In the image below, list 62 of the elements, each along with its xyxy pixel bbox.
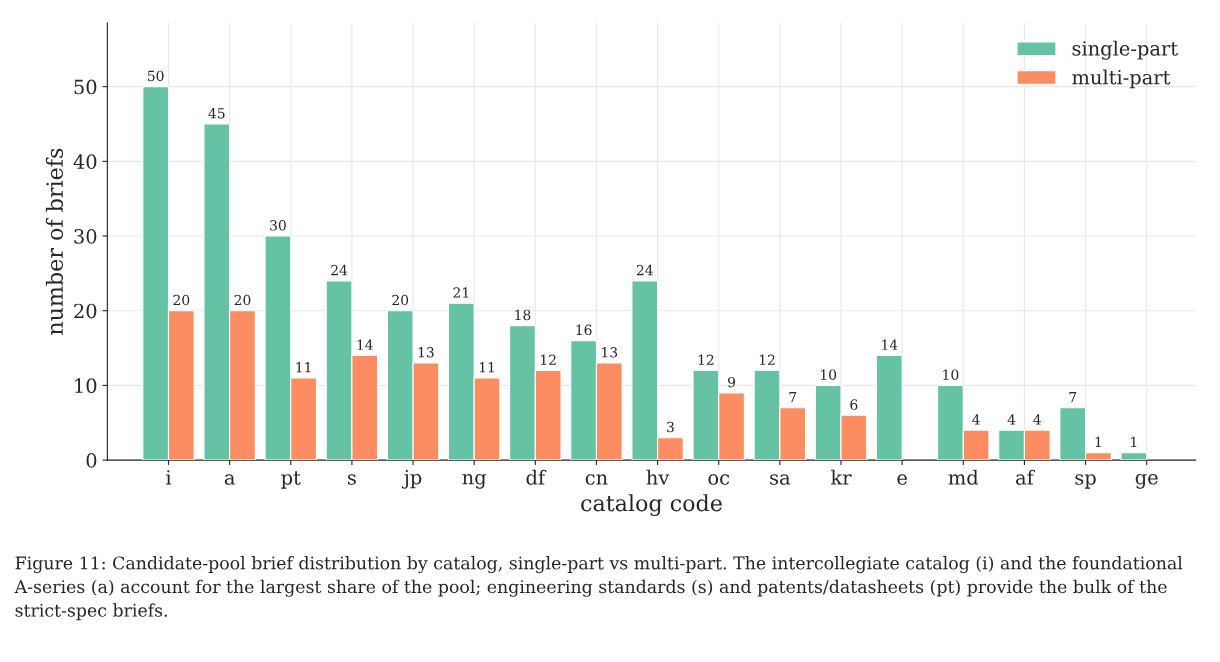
x-tick-label: oc — [708, 474, 730, 485]
data-label: 24 — [636, 264, 653, 276]
data-label: 30 — [270, 220, 286, 231]
data-label: 4 — [1033, 414, 1041, 425]
data-label: 13 — [418, 347, 434, 358]
x-tick-label: sa — [770, 474, 791, 485]
data-label: 1 — [1095, 436, 1101, 447]
x-tick-label: sp — [1075, 474, 1096, 489]
x-axis-title: catalog code — [581, 494, 722, 517]
y-tick-label: 40 — [73, 154, 97, 170]
data-label: 9 — [728, 376, 736, 388]
y-tick-label: 50 — [74, 79, 97, 95]
bar — [875, 354, 903, 461]
y-tick-label: 30 — [74, 228, 97, 244]
data-label: 7 — [1069, 392, 1077, 403]
data-label: 50 — [148, 70, 164, 82]
data-label: 10 — [943, 369, 959, 380]
data-label: 14 — [882, 339, 898, 350]
data-label: 21 — [453, 287, 469, 298]
legend-label: single-part — [1072, 40, 1178, 60]
x-tick-label: a — [224, 474, 235, 485]
data-label: 13 — [602, 347, 618, 358]
x-tick-label: ng — [462, 473, 487, 489]
x-tick-label: af — [1015, 469, 1035, 485]
x-tick-label: ge — [1135, 473, 1158, 489]
y-axis-title: number of briefs — [45, 148, 64, 335]
x-tick-label: i — [166, 470, 172, 485]
x-tick-label: hv — [646, 469, 670, 485]
data-label: 6 — [850, 399, 858, 410]
data-label: 11 — [296, 361, 311, 373]
y-tick-label: 20 — [74, 303, 97, 319]
x-tick-label: e — [897, 474, 907, 485]
x-tick-label: kr — [831, 469, 852, 485]
data-label: 20 — [173, 294, 190, 306]
data-label: 16 — [576, 324, 592, 336]
data-label: 12 — [541, 354, 556, 365]
x-tick-label: s — [348, 474, 356, 485]
data-label: 7 — [789, 392, 797, 403]
y-tick-label: 0 — [86, 453, 97, 468]
x-tick-label: cn — [585, 474, 608, 485]
y-tick-label: 10 — [75, 378, 97, 394]
data-label: 18 — [515, 309, 531, 321]
data-label: 4 — [1007, 414, 1016, 425]
data-label: 20 — [234, 294, 251, 306]
x-tick-label: md — [948, 469, 979, 485]
data-label: 12 — [698, 354, 714, 365]
data-label: 10 — [821, 369, 837, 380]
data-label: 45 — [208, 108, 225, 119]
data-label: 12 — [759, 354, 775, 365]
legend-label: multi-part — [1072, 69, 1171, 89]
data-label: 20 — [392, 294, 409, 306]
data-label: 14 — [357, 339, 373, 350]
data-label: 11 — [479, 361, 494, 373]
data-label: 4 — [972, 414, 980, 425]
x-tick-label: df — [526, 469, 547, 485]
data-label: 24 — [331, 264, 348, 276]
x-tick-label: jp — [401, 470, 422, 489]
data-label: 3 — [667, 421, 674, 433]
bar — [1120, 452, 1148, 461]
caption: Figure 11: Candidate-pool brief distribution by catalog, single-part vs multi-part. The intercollegiate catalog (i) and the foundational A-series (a) account for the largest share of the pool; engineering standards (s) and patents/datasheets (pt) provide the bulk of the strict-spec briefs. — [14, 556, 1183, 621]
x-tick-label: pt — [281, 471, 301, 489]
data-label: 1 — [1131, 436, 1137, 447]
